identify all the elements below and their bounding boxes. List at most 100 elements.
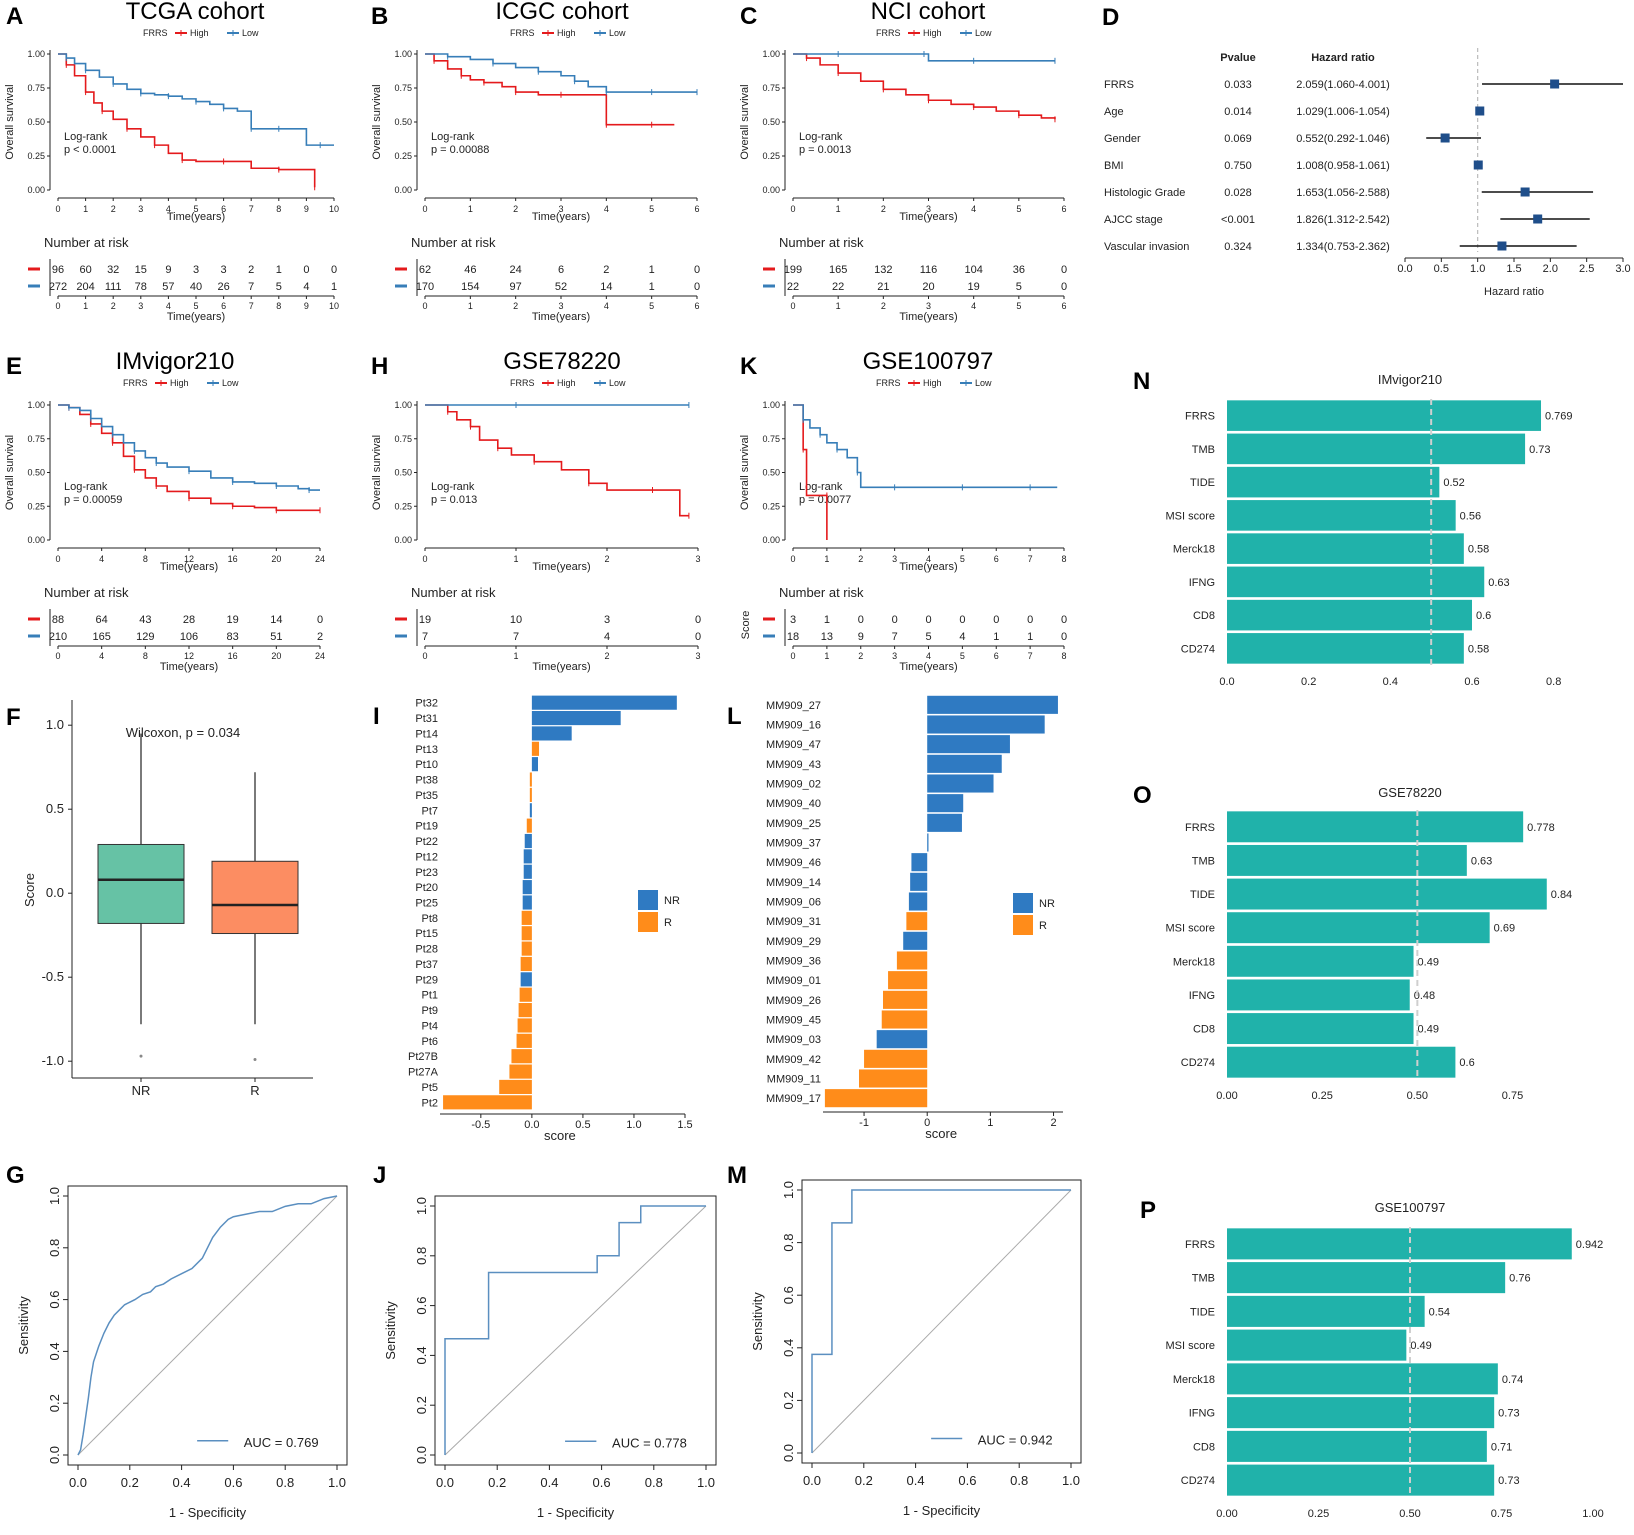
x-tick-label: 16 [228,554,238,564]
risk-x-tick-label: 2 [881,301,886,311]
category-label: MM909_17 [766,1093,821,1105]
y-tick-label: 0.6 [47,1291,62,1309]
x-tick-label: 3 [892,554,897,564]
survival-curve-high [793,53,1056,120]
y-axis-label: Overall survival [371,435,383,510]
bar-pt25 [522,895,532,910]
panel-label: N [1133,368,1150,395]
x-tick-label: 0 [790,554,795,564]
risk-value: 165 [829,264,847,276]
bar-mm909_45 [881,1010,928,1029]
x-tick-label: 8 [143,554,148,564]
risk-value: 0 [1061,281,1067,293]
y-tick-label: 0.50 [762,468,780,478]
risk-x-axis-label: Time(years) [532,311,590,323]
risk-value: 20 [922,281,934,293]
y-tick-label: 0.00 [394,535,412,545]
category-label: Pt15 [415,928,438,940]
annotation-line: p < 0.0001 [64,144,116,156]
hr-text: 2.059(1.060-4.001) [1296,79,1390,91]
bar-mm909_14 [910,872,928,891]
risk-value: 28 [183,614,195,626]
risk-value: 3 [221,264,227,276]
y-tick-label: 0.75 [394,83,412,93]
category-label: Pt22 [415,836,438,848]
bar-mm909_17 [824,1089,928,1108]
risk-x-tick-label: 9 [304,301,309,311]
value-label: 0.63 [1471,855,1492,867]
km-panel-B: B ICGC cohort FRRS High Low 0.00 0.25 0.50 0.75 1… [371,0,700,323]
bar-pt14 [531,726,572,741]
x-tick-label: 0.6 [593,1475,611,1490]
x-axis-label: Time(years) [899,561,957,573]
legend-entry: R [1039,920,1047,932]
risk-value: 24 [510,264,522,276]
category-label: MM909_27 [766,700,821,712]
risk-value: 1 [993,631,999,643]
legend: FRRS High Low [510,378,626,388]
survival-curve-high [425,404,689,517]
risk-value: 5 [1016,281,1022,293]
boxplot-panel-F: F -1.0 -0.5 0.0 0.5 1.0 Score Wilcoxon, p = 0.0… [6,700,313,1098]
annotation: Wilcoxon, p = 0.034 [126,725,241,740]
legend: FRRS High Low [123,378,239,388]
risk-value: 0 [1061,614,1067,626]
annotation-line: Log-rank [431,131,475,143]
category-label: MM909_43 [766,759,821,771]
legend-title: FRRS [143,28,168,38]
x-tick-label: 0.2 [488,1475,506,1490]
panel-label: K [740,353,758,380]
risk-x-tick-label: 8 [1061,651,1066,661]
bar-pt15 [521,926,532,941]
y-tick-label: 0.25 [27,151,45,161]
score-bars-panel-P: P GSE100797 FRRS 0.942 TMB 0.76 TIDE 0.54 MSI sc… [1140,1197,1604,1520]
x-tick-label: 7 [1028,554,1033,564]
row-label: Histologic Grade [1104,187,1185,199]
bar-mm909_29 [903,931,928,950]
category-label: Pt8 [421,913,438,925]
legend-entry: NR [1039,898,1055,910]
x-tick-label: 0.75 [1502,1090,1523,1102]
category-label: TIDE [1190,477,1215,489]
x-tick-label: 12 [184,554,194,564]
diagonal-reference [811,1189,1072,1454]
category-label: Pt27B [408,1051,438,1063]
panel-title: GSE78220 [1378,785,1442,800]
row-label: Vascular invasion [1104,241,1189,253]
risk-value: 132 [874,264,892,276]
x-tick-label: 0.2 [1301,676,1316,688]
bar-pt4 [517,1018,532,1033]
x-tick-label: 2 [513,204,518,214]
risk-x-axis-label: Time(years) [899,661,957,673]
legend-entry: High [190,28,209,38]
risk-x-tick-label: 6 [1061,301,1066,311]
value-label: 0.73 [1529,444,1550,456]
panel-title: IMvigor210 [116,348,235,375]
panel-title: NCI cohort [871,0,986,25]
km-panel-E: E IMvigor210 FRRS High Low 0.00 0.25 0.50 0.75 1.… [4,348,325,673]
y-tick-label: 1.00 [762,49,780,59]
x-tick-label: 10 [329,204,339,214]
value-label: 0.769 [1545,411,1573,423]
x-tick-label: R [250,1083,259,1098]
roc-curve [444,1205,706,1455]
category-label: MM909_31 [766,916,821,928]
y-tick-label: 0.4 [781,1339,796,1357]
category-label: MM909_06 [766,897,821,909]
bar-pt19 [526,818,532,833]
x-tick-label: 0 [55,554,60,564]
x-tick-label: 0.8 [276,1475,294,1490]
risk-value: 40 [190,281,202,293]
bar-merck18 [1227,1363,1498,1395]
y-tick-label: -1.0 [42,1053,64,1068]
x-tick-label: 2 [1050,1117,1056,1129]
x-tick-label: 6 [221,204,226,214]
risk-x-tick-label: 5 [193,301,198,311]
risk-value: 1 [649,264,655,276]
bar-pt35 [529,787,532,802]
risk-x-tick-label: 10 [329,301,339,311]
legend: FRRS High Low [143,28,259,38]
x-tick-label: 0.0 [1219,676,1234,688]
x-tick-label: 0.8 [645,1475,663,1490]
x-tick-label: 1.00 [1582,1508,1603,1520]
